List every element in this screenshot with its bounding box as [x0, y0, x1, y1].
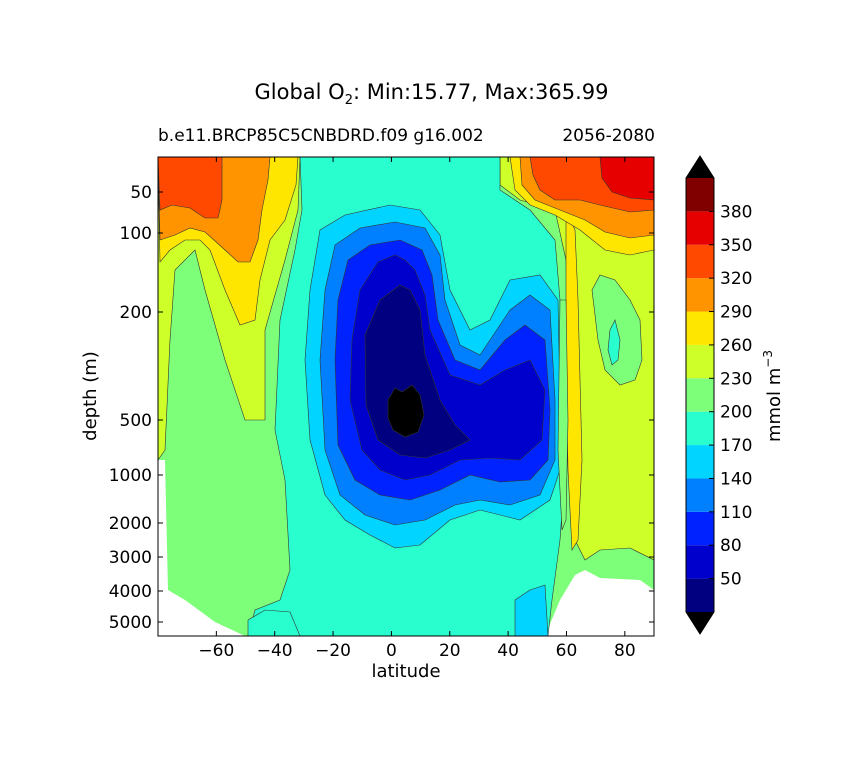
- x-tick-label: 20: [439, 641, 461, 661]
- colorbar-tick-label: 140: [720, 469, 752, 489]
- y-tick-label: 3000: [109, 548, 152, 568]
- colorbar-swatch: [686, 211, 714, 245]
- contour-200-northwest-strip: [557, 299, 569, 531]
- y-tick-label: 5000: [109, 613, 152, 633]
- title-subscript: 2: [344, 93, 353, 109]
- contour-200-deep-south: [247, 609, 301, 636]
- colorbar-swatch: [686, 244, 714, 279]
- colorbar-tick-label: 350: [720, 236, 752, 256]
- y-tick-label: 2000: [109, 514, 152, 534]
- colorbar-swatch: [686, 445, 714, 479]
- colorbar-tick-label: 290: [720, 303, 752, 323]
- colorbar-tick-label: 260: [720, 336, 752, 356]
- x-tick-label: 40: [497, 641, 519, 661]
- plot-area: [158, 157, 654, 636]
- contour-140-deep-north: [514, 584, 549, 636]
- x-tick-label: 0: [386, 641, 397, 661]
- colorbar: 50 80 110 140 170 200 230 260 290 320 350 380: [685, 155, 752, 635]
- chart-title: Global O2: Min:15.77, Max:365.99: [0, 80, 863, 108]
- x-tick-label: 60: [556, 641, 578, 661]
- colorbar-tick-label: 200: [720, 403, 752, 423]
- y-axis-label: depth (m): [80, 351, 101, 441]
- y-tick-label: 500: [120, 411, 152, 431]
- seafloor-south: [158, 460, 245, 636]
- colorbar-tick-label: 110: [720, 503, 752, 523]
- colorbar-label: mmol m−3: [761, 350, 785, 442]
- contour-350-north: [599, 157, 654, 201]
- run-name: b.e11.BRCP85C5CNBDRD.f09 g16.002: [158, 126, 484, 146]
- colorbar-tick-label: 380: [720, 202, 752, 222]
- colorbar-swatch: [686, 578, 714, 612]
- colorbar-swatch: [686, 511, 714, 546]
- year-range: 2056-2080: [562, 126, 655, 146]
- colorbar-tick-label: 50: [720, 570, 742, 590]
- y-tick-label: 1000: [109, 466, 152, 486]
- y-tick-label: 4000: [109, 582, 152, 602]
- contour-170-north-patch: [607, 319, 621, 366]
- title-prefix: Global O: [254, 80, 345, 104]
- colorbar-swatch: [686, 178, 714, 212]
- colorbar-tick-label: 320: [720, 269, 752, 289]
- y-tick-label: 200: [120, 303, 152, 323]
- colorbar-extend-under: [686, 612, 714, 634]
- colorbar-swatch: [686, 411, 714, 446]
- colorbar-tick-label: 80: [720, 536, 742, 556]
- colorbar-tick-label: 170: [720, 436, 752, 456]
- x-axis: −60 −40 −20 0 20 40 60 80: [198, 157, 636, 661]
- colorbar-swatch: [686, 545, 714, 579]
- x-tick-label: −20: [315, 641, 351, 661]
- colorbar-swatch: [686, 478, 714, 512]
- colorbar-swatch: [686, 378, 714, 412]
- y-tick-label: 100: [120, 224, 152, 244]
- seafloor-north: [545, 570, 654, 636]
- colorbar-swatch: [686, 278, 714, 312]
- colorbar-swatch: [686, 344, 714, 379]
- x-axis-label: latitude: [371, 661, 440, 682]
- contour-320-south: [158, 157, 223, 219]
- plot-frame: [157, 156, 655, 637]
- contour-min-core: [387, 384, 425, 438]
- colorbar-outline: [685, 155, 715, 635]
- x-tick-label: −40: [257, 641, 293, 661]
- y-tick-label: 50: [130, 183, 152, 203]
- colorbar-tick-label: 230: [720, 369, 752, 389]
- colorbar-swatch: [686, 311, 714, 345]
- colorbar-extend-over: [686, 156, 714, 178]
- x-tick-label: 80: [614, 641, 636, 661]
- title-suffix: : Min:15.77, Max:365.99: [352, 80, 609, 104]
- x-tick-label: −60: [198, 641, 234, 661]
- y-axis: 50 100 200 500 1000 2000 3000 4000 5000: [109, 183, 654, 633]
